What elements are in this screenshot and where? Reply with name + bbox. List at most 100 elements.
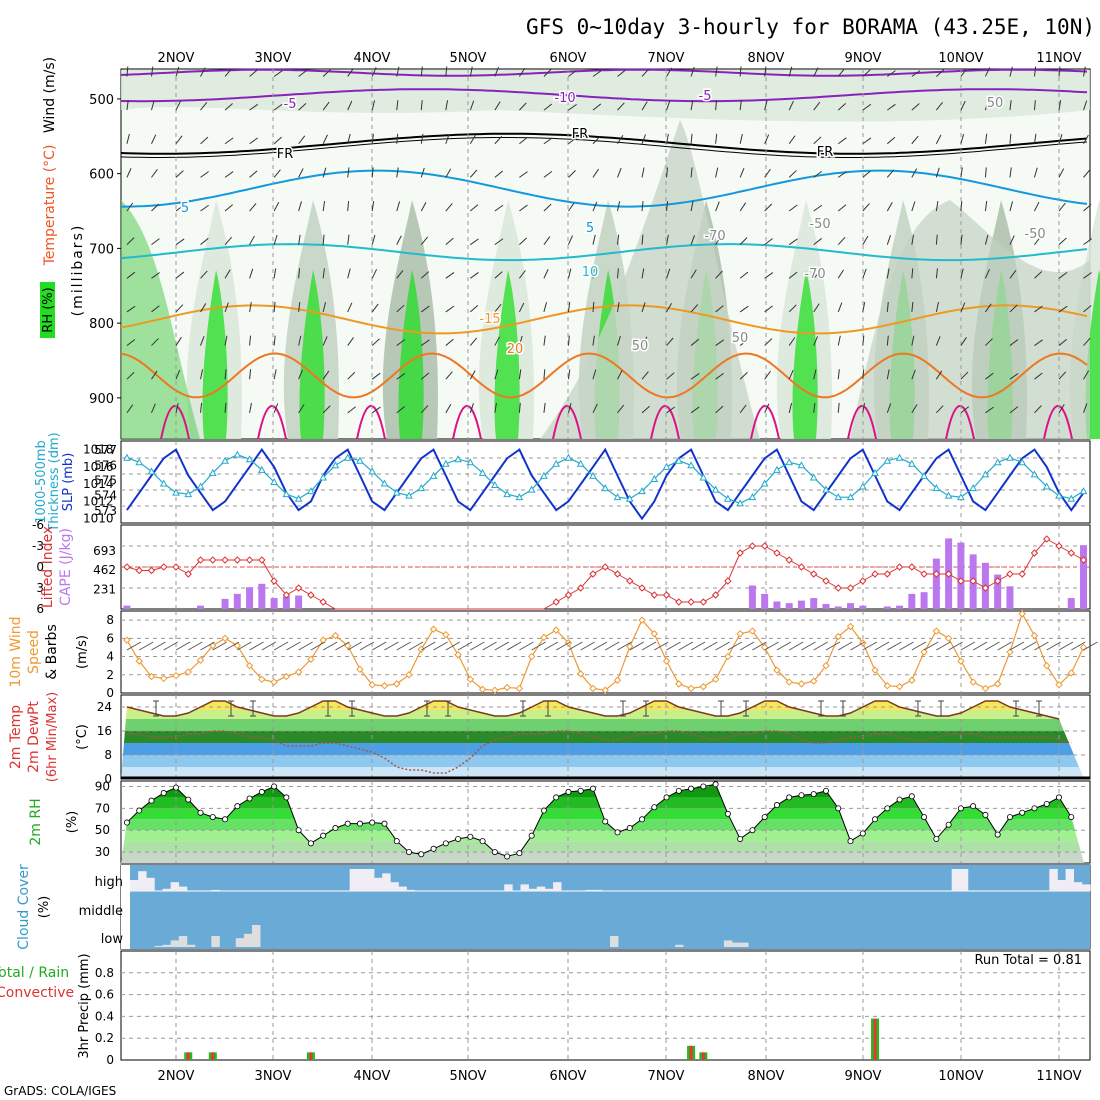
minmax-errorbar bbox=[620, 700, 626, 717]
lifted-index-point bbox=[760, 542, 769, 550]
wind10-barb bbox=[948, 641, 963, 651]
minmax-errorbar bbox=[153, 700, 159, 717]
precip-tick-label: 0.8 bbox=[95, 966, 114, 980]
wind-barb bbox=[985, 406, 994, 414]
wind-barb bbox=[298, 201, 302, 212]
temp2m-tick-label: 16 bbox=[97, 724, 112, 738]
wind10-barb bbox=[899, 641, 914, 651]
thickness-point bbox=[343, 453, 352, 461]
wind-barb bbox=[175, 170, 184, 178]
wind-barb bbox=[371, 234, 376, 245]
thickness-tick-label: 573 bbox=[94, 504, 117, 518]
wind-speed-point bbox=[478, 685, 487, 694]
wind-barb bbox=[396, 100, 399, 111]
wind-speed-point bbox=[221, 634, 229, 643]
wind-barb bbox=[126, 371, 135, 380]
wind-speed-point bbox=[356, 665, 364, 674]
wind-barb bbox=[862, 137, 872, 145]
thickness-point bbox=[221, 456, 229, 464]
lifted-index-point bbox=[687, 598, 695, 606]
wind10-barb bbox=[764, 641, 779, 651]
wind-barb bbox=[690, 66, 695, 77]
thickness-point bbox=[785, 458, 794, 466]
wind10-barb bbox=[604, 641, 620, 651]
wind-barb bbox=[764, 338, 773, 346]
contour-label: 50 bbox=[987, 96, 1004, 111]
wind-speed-point bbox=[785, 678, 793, 686]
wind-barb bbox=[837, 171, 847, 178]
cloud-high-bar bbox=[162, 888, 171, 891]
wind-barb bbox=[420, 236, 429, 245]
rh2m-point bbox=[896, 796, 903, 803]
wind-barb bbox=[1034, 372, 1043, 380]
wind-barb bbox=[935, 101, 943, 111]
contour-label: 5 bbox=[586, 221, 594, 236]
wind-speed-point bbox=[515, 684, 524, 693]
wind-barb bbox=[911, 369, 916, 380]
wind-speed-point bbox=[969, 678, 977, 686]
wind10-barb bbox=[752, 641, 767, 651]
wind-barb bbox=[837, 335, 841, 346]
upper-air-panel: -5 -5 -10 FR FR FR 5 5 10 -15 20 -70 -70 -50 -50 50 50 50… bbox=[40, 57, 1100, 440]
wind-barb bbox=[739, 271, 749, 279]
temp-band bbox=[121, 743, 1084, 755]
cloud-low-bar bbox=[610, 936, 619, 947]
wind10-barb bbox=[347, 641, 362, 651]
wind-barb bbox=[420, 271, 430, 279]
precip-plot: 0.8 0.6 0.4 0.2 0 bbox=[95, 951, 1090, 1067]
rh-shade-core bbox=[202, 270, 228, 439]
thickness-point bbox=[773, 465, 781, 473]
rh2m-point bbox=[1068, 814, 1075, 821]
wind-barb bbox=[788, 170, 797, 178]
wind-speed-point bbox=[810, 677, 818, 685]
wind-barb bbox=[347, 337, 354, 346]
rh2m-tick-label: 70 bbox=[95, 801, 110, 815]
wind-barb bbox=[788, 403, 793, 413]
wind-barb bbox=[764, 134, 770, 144]
wind10-barb bbox=[1009, 641, 1025, 651]
wind-barb bbox=[984, 268, 990, 279]
wind-barb bbox=[396, 339, 406, 346]
lifted-index-point bbox=[944, 570, 953, 578]
rh2m-point bbox=[430, 845, 437, 852]
wind-barb bbox=[813, 136, 822, 145]
thickness-point bbox=[674, 456, 683, 464]
wind-barb bbox=[935, 336, 941, 346]
isotherm-minus10 bbox=[120, 68, 1088, 77]
thickness-point bbox=[454, 455, 462, 463]
thickness-point bbox=[368, 467, 377, 475]
wind-barb bbox=[371, 372, 381, 380]
cape-bar bbox=[246, 587, 254, 609]
wind-speed-point bbox=[711, 675, 720, 684]
lifted-index-point bbox=[699, 598, 708, 606]
wind-barb bbox=[543, 269, 549, 279]
cloud-high-bar bbox=[951, 869, 961, 891]
cape-tick-label: 693 bbox=[93, 544, 116, 558]
wind-barb bbox=[911, 268, 914, 279]
wind-barb bbox=[592, 70, 602, 77]
wind-barb bbox=[371, 201, 375, 212]
wind-barb bbox=[200, 237, 209, 246]
slp-tick-label: 1018 bbox=[83, 443, 114, 457]
wind-barb bbox=[543, 369, 546, 380]
wind-barb bbox=[960, 234, 963, 245]
lifted-index-point bbox=[638, 584, 646, 592]
wind-barb bbox=[960, 201, 963, 212]
lifted-index-point bbox=[883, 570, 892, 578]
wind-barb bbox=[813, 101, 821, 111]
wind-speed-point bbox=[429, 625, 438, 633]
wind-barb bbox=[273, 234, 278, 245]
date-label-top: 4NOV bbox=[354, 51, 391, 66]
wind-barb bbox=[470, 272, 479, 279]
wind-barb bbox=[592, 168, 599, 178]
wind-barb bbox=[911, 103, 920, 111]
wind-barb bbox=[935, 167, 940, 178]
wind-speed-point bbox=[454, 651, 462, 659]
cloud-low-bar bbox=[162, 944, 171, 947]
wind-barb bbox=[322, 101, 330, 111]
wind-barb bbox=[1033, 167, 1038, 178]
wind-barb bbox=[494, 369, 499, 380]
wind10-barb bbox=[175, 641, 191, 651]
contour-label: -70 bbox=[704, 229, 725, 244]
wind-barb bbox=[1083, 370, 1090, 380]
